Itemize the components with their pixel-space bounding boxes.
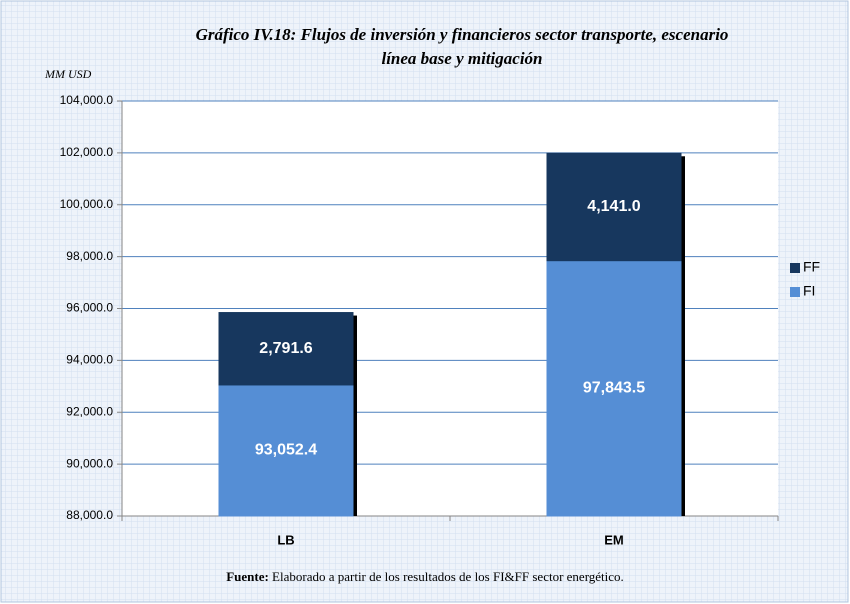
y-tick-label: 102,000.0 [60,145,114,159]
legend-label: FF [803,259,820,275]
legend-label: FI [803,283,815,299]
x-tick-label: EM [604,532,624,547]
legend-swatch [790,263,800,273]
bar-segment [546,152,682,262]
y-tick-label: 104,000.0 [60,93,114,107]
y-tick-label: 90,000.0 [66,456,113,470]
chart-title: línea base y mitigación [381,49,542,68]
value-label: 97,843.5 [583,380,645,397]
bar-segment [218,384,354,517]
legend-swatch [790,287,800,297]
value-label: 4,141.0 [587,198,640,215]
y-tick-label: 98,000.0 [66,249,113,263]
source-label: Fuente: [226,569,269,584]
y-axis-label: MM USD [44,67,92,81]
chart-title: Gráfico IV.18: Flujos de inversión y fin… [196,25,729,44]
x-tick-label: LB [277,532,294,547]
source-note: Fuente: Elaborado a partir de los result… [226,569,624,584]
y-tick-label: 96,000.0 [66,301,113,315]
bar-segment [546,260,682,517]
y-tick-label: 94,000.0 [66,353,113,367]
source-text: Elaborado a partir de los resultados de … [272,569,624,584]
bar-segment [218,312,354,386]
y-tick-label: 92,000.0 [66,404,113,418]
value-label: 93,052.4 [255,442,317,459]
value-label: 2,791.6 [259,340,312,357]
y-tick-label: 100,000.0 [60,197,114,211]
y-tick-label: 88,000.0 [66,508,113,522]
